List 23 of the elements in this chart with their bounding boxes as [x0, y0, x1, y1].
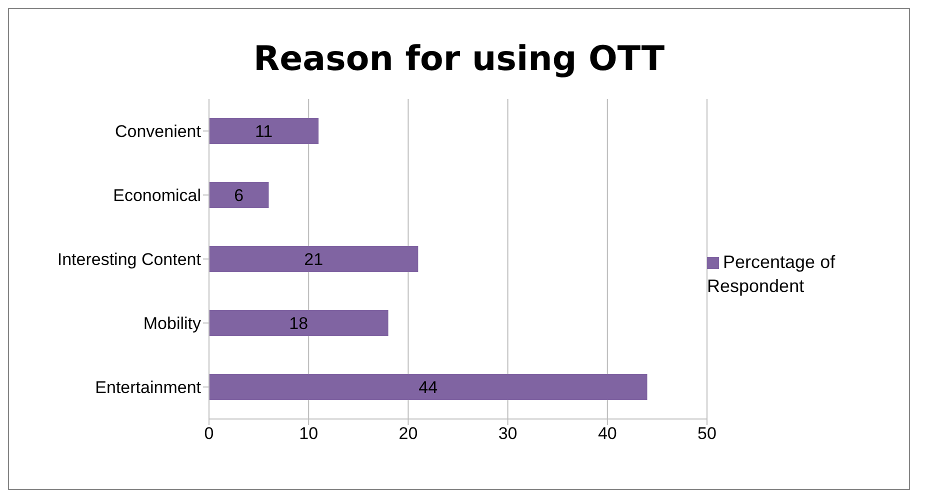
x-tick-label: 30	[498, 424, 518, 444]
x-tick-label: 40	[598, 424, 617, 444]
x-tick-label: 50	[698, 424, 716, 444]
y-tick-label: Mobility	[143, 314, 202, 334]
y-tick-label: Economical	[113, 186, 201, 206]
data-label: 11	[254, 122, 273, 142]
y-tick-label: Interesting Content	[57, 250, 202, 270]
y-tick-label: Entertainment	[95, 378, 202, 398]
bar	[209, 182, 269, 208]
bar	[209, 310, 388, 336]
data-label: 44	[418, 378, 438, 398]
data-label: 18	[289, 314, 308, 334]
bar	[209, 246, 418, 272]
legend-label: Percentage of Respondent	[707, 252, 836, 296]
y-tick-label: Convenient	[114, 122, 202, 142]
x-tick-label: 0	[204, 424, 214, 444]
chart-title: Reason for using OTT	[252, 39, 666, 79]
x-tick-label: 20	[398, 424, 418, 444]
x-tick-label: 10	[299, 424, 318, 444]
bar	[209, 374, 648, 400]
data-label: 21	[304, 250, 324, 270]
data-label: 6	[234, 186, 244, 206]
bar	[209, 118, 319, 144]
